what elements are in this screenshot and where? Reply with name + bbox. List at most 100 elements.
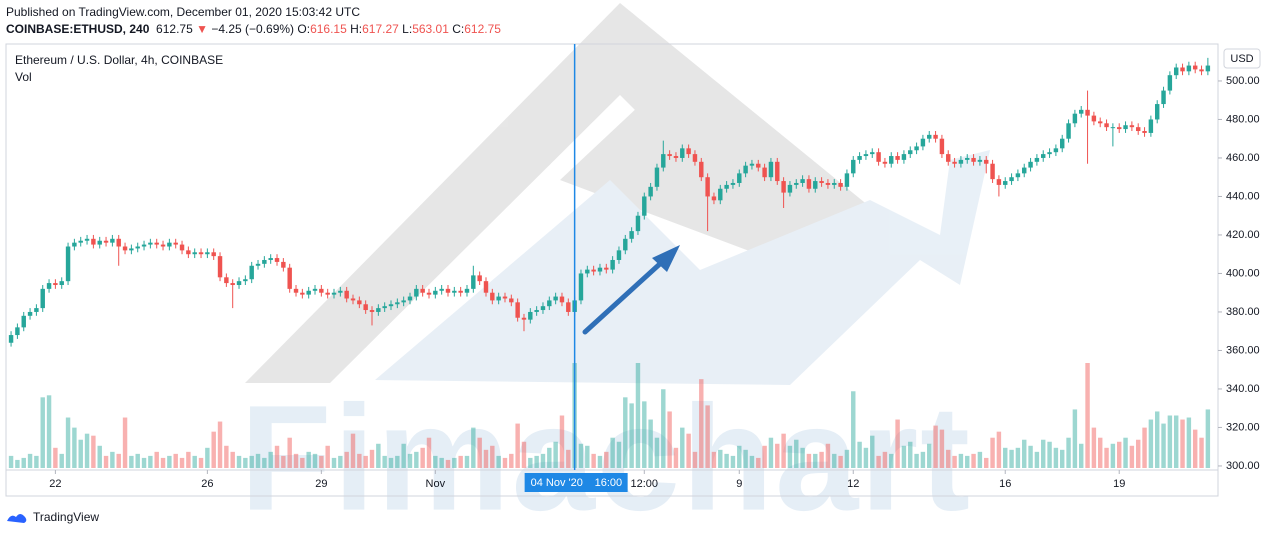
volume-bar: [84, 433, 90, 468]
volume-bar: [686, 433, 691, 468]
candle-body: [705, 177, 710, 197]
volume-bar: [718, 449, 723, 468]
volume-bar: [420, 447, 425, 468]
volume-bar: [433, 455, 438, 468]
candle-body: [1135, 127, 1141, 132]
candle-body: [464, 288, 470, 293]
candle-body: [357, 300, 362, 305]
candle-body: [135, 246, 140, 249]
candle-body: [439, 288, 444, 291]
candle-body: [344, 290, 349, 299]
candle-body: [433, 290, 438, 295]
volume-bar: [1161, 423, 1166, 468]
candle-body: [224, 277, 229, 284]
candle-body: [1110, 127, 1116, 129]
candle-body: [1085, 109, 1090, 116]
symbol: COINBASE:ETHUSD, 240: [6, 22, 150, 36]
volume-bar: [1041, 439, 1046, 468]
volume-bar: [129, 455, 134, 468]
candle-body: [331, 292, 337, 295]
volume-bar: [547, 447, 552, 468]
volume-bar: [477, 437, 482, 468]
candle-body: [72, 242, 77, 247]
volume-bar: [711, 451, 717, 468]
candle-body: [610, 259, 615, 270]
candle-body: [477, 275, 482, 282]
candle-body: [148, 242, 153, 245]
volume-bar: [971, 453, 976, 468]
volume-bar: [1117, 441, 1122, 468]
currency-box[interactable]: [1223, 48, 1261, 69]
volume-bar: [1009, 449, 1014, 468]
candle-body: [977, 159, 983, 162]
volume-bar: [616, 441, 622, 468]
candle-body: [1173, 67, 1179, 76]
arrow-shaft: [582, 259, 665, 335]
candle-body: [958, 159, 964, 164]
volume-bar: [1003, 447, 1008, 468]
candle-body: [971, 157, 976, 162]
candle-body: [1060, 138, 1065, 149]
candle-body: [97, 240, 102, 245]
x-tick-label: 29: [315, 478, 327, 490]
volume-bar: [553, 441, 558, 468]
candle-body: [198, 252, 204, 255]
candle-body: [1015, 173, 1021, 178]
volume-bar: [255, 453, 261, 468]
candle-body: [711, 196, 717, 201]
volume-bar: [27, 453, 33, 468]
candle-body: [895, 156, 900, 160]
candle-body: [1167, 75, 1173, 91]
candle-body: [914, 146, 919, 151]
y-tick-label: 400.00: [1226, 267, 1260, 279]
candle-body: [813, 181, 818, 189]
volume-bar: [192, 455, 197, 468]
volume-bar: [724, 453, 729, 468]
volume-bar: [1154, 411, 1160, 468]
x-tick-label: 19: [1113, 478, 1125, 490]
volume-bar: [1047, 441, 1052, 468]
volume-bar: [452, 457, 457, 468]
candle-body: [15, 327, 20, 336]
candle-body: [420, 288, 425, 293]
candle-body: [673, 156, 679, 158]
volume-bar: [407, 453, 413, 468]
candle-body: [521, 317, 527, 320]
volume-bar: [528, 457, 533, 468]
annotation-arrow: [582, 245, 680, 335]
candle-body: [863, 154, 869, 157]
watermark-text: Fimachart: [240, 374, 970, 535]
candle-body: [445, 288, 451, 293]
volume-bar: [984, 457, 989, 468]
volume-bar: [965, 455, 970, 468]
volume-bar: [1034, 451, 1040, 468]
volume-bar: [262, 457, 267, 468]
candle-body: [458, 290, 463, 293]
volume-bar: [483, 449, 489, 468]
candle-body: [901, 154, 907, 160]
volume-bar: [635, 363, 641, 468]
candle-body: [667, 154, 672, 157]
volume-bar: [1192, 429, 1198, 468]
candle-body: [160, 244, 166, 247]
volume-bar: [1028, 445, 1033, 468]
candle-body: [724, 184, 729, 189]
volume-bar: [198, 457, 204, 468]
x-tick-label: 16: [999, 478, 1011, 490]
candle-body: [8, 335, 14, 343]
volume-bar: [116, 453, 121, 468]
candle-body: [933, 134, 938, 139]
volume-bar: [53, 447, 58, 468]
volume-bar: [768, 437, 774, 468]
volume-bar: [1015, 447, 1021, 468]
volume-bar: [382, 455, 387, 468]
candle-body: [616, 250, 622, 260]
volume-bar: [369, 449, 375, 468]
ohlc-key: L:: [402, 22, 413, 36]
volume-bar: [154, 451, 159, 468]
x-tick-label: 12: [847, 478, 859, 490]
candle-body: [534, 310, 539, 312]
candle-body: [116, 238, 121, 247]
candle-body: [1079, 109, 1084, 114]
